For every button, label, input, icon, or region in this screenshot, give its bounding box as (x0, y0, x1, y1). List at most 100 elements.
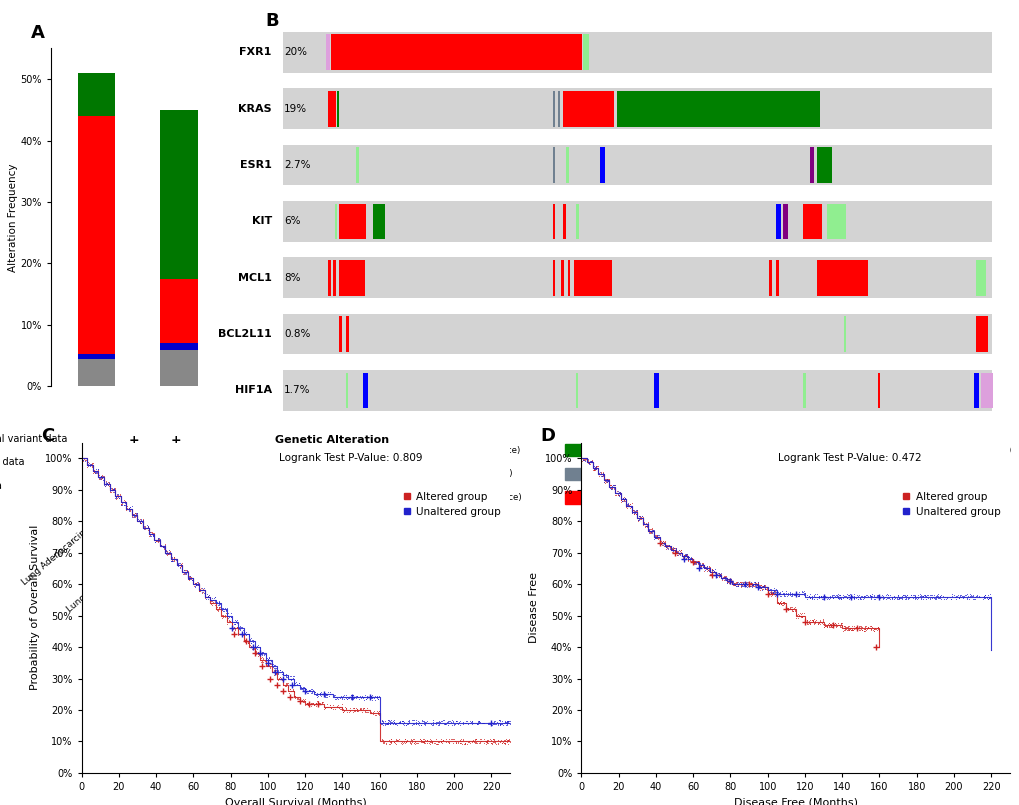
Point (743, 576, 759, 588)
Point (497, 716, 514, 729)
Point (93, 469, 109, 482)
Point (890, 592, 906, 605)
Point (580, 456, 596, 469)
Point (111, 488, 127, 501)
Point (582, 456, 598, 469)
Point (94, 469, 110, 481)
Point (683, 551, 699, 563)
Point (584, 454, 600, 467)
Point (329, 700, 345, 713)
Point (73, 452, 90, 465)
Point (127, 506, 144, 519)
Point (206, 599, 222, 612)
Point (116, 494, 132, 507)
Point (309, 695, 325, 708)
Point (414, 714, 430, 727)
Point (336, 701, 353, 714)
Point (732, 576, 748, 588)
Point (496, 737, 513, 749)
Point (751, 581, 767, 594)
Point (850, 623, 866, 636)
Point (951, 589, 967, 602)
Point (762, 585, 779, 598)
Point (834, 590, 850, 603)
Point (703, 567, 719, 580)
Point (162, 545, 178, 558)
Point (433, 734, 449, 747)
Point (769, 596, 786, 609)
Point (765, 584, 782, 597)
Point (610, 489, 627, 502)
Point (449, 718, 466, 731)
Point (439, 735, 455, 748)
Point (324, 698, 340, 711)
Point (445, 718, 462, 731)
Point (237, 629, 254, 642)
Point (638, 521, 654, 534)
Point (971, 591, 987, 604)
Point (338, 693, 355, 706)
Point (303, 696, 319, 709)
Point (246, 641, 262, 654)
Point (416, 718, 432, 731)
Text: +: + (128, 457, 140, 470)
FancyBboxPatch shape (322, 468, 338, 480)
Point (294, 680, 311, 693)
Point (498, 719, 515, 732)
Point (186, 576, 203, 589)
Point (870, 641, 887, 654)
Point (843, 624, 859, 637)
Point (335, 704, 352, 717)
Point (823, 588, 840, 601)
Point (87, 467, 103, 480)
Point (771, 596, 788, 609)
Point (427, 737, 443, 749)
Point (334, 706, 351, 719)
Point (242, 638, 258, 651)
Point (338, 691, 355, 704)
Point (83, 457, 99, 470)
Point (826, 617, 843, 630)
Point (237, 636, 254, 649)
Point (741, 580, 757, 592)
Point (718, 575, 735, 588)
Point (146, 528, 162, 541)
Point (750, 579, 766, 592)
Point (82, 458, 98, 471)
Point (746, 577, 762, 590)
Point (643, 525, 659, 538)
Point (140, 521, 156, 534)
Bar (160, 279, 198, 344)
Point (918, 588, 934, 601)
Point (850, 621, 866, 634)
Point (195, 584, 211, 597)
Point (93, 469, 109, 482)
Point (363, 691, 379, 704)
Point (585, 463, 601, 476)
Point (84, 457, 100, 470)
Point (277, 680, 293, 693)
Point (829, 618, 846, 631)
Point (943, 592, 959, 605)
Point (924, 591, 941, 604)
Point (220, 611, 236, 624)
Point (710, 568, 727, 581)
Point (594, 467, 610, 480)
Point (248, 646, 264, 658)
Point (644, 523, 660, 536)
Point (614, 492, 631, 505)
Point (183, 572, 200, 584)
Point (455, 716, 472, 729)
Point (750, 580, 766, 592)
Point (686, 555, 702, 568)
Point (635, 516, 651, 529)
Point (817, 619, 834, 632)
Point (418, 737, 434, 749)
Point (725, 579, 741, 592)
Point (789, 589, 805, 602)
Point (87, 465, 103, 478)
Point (90, 464, 106, 477)
Point (628, 505, 644, 518)
Text: Lung Adenocarcinoma: Lung Adenocarcinoma (20, 515, 103, 587)
Point (775, 597, 792, 610)
